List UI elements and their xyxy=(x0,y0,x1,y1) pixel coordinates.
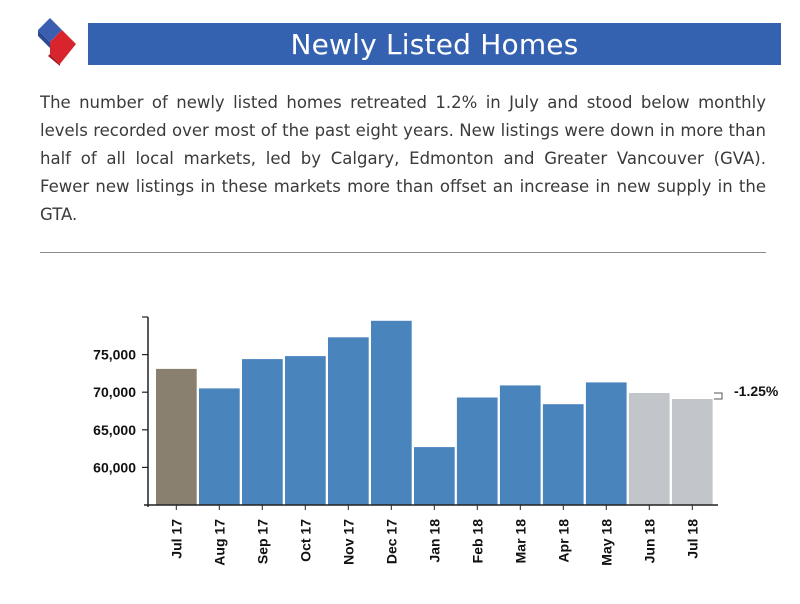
bars-group xyxy=(156,320,713,505)
bar-mar-18 xyxy=(499,385,541,505)
change-bracket xyxy=(714,392,723,400)
new-listings-bar-chart: 60,000 65,000 70,000 75,000 Jul 17 Aug 17 Sep… xyxy=(93,316,779,566)
change-annotation-group: -1.25% xyxy=(714,383,779,400)
bar-oct-17 xyxy=(285,356,326,505)
x-tick-label: Jul 18 xyxy=(684,519,700,559)
section-divider xyxy=(40,252,766,253)
title-banner: Newly Listed Homes xyxy=(88,23,781,65)
x-tick-label: Mar 18 xyxy=(512,519,528,564)
bar-aug-17 xyxy=(199,388,240,505)
x-tick-label: Oct 17 xyxy=(297,519,313,562)
bar-dec-17 xyxy=(371,320,412,505)
bar-jul-17 xyxy=(156,368,197,505)
x-tick-label: May 18 xyxy=(598,519,614,566)
bar-sep-17 xyxy=(242,359,283,505)
x-tick-label: Apr 18 xyxy=(555,519,571,563)
x-tick-label: Nov 17 xyxy=(340,519,356,565)
x-tick-label: Jan 18 xyxy=(426,519,442,563)
y-ticks-group: 60,000 65,000 70,000 75,000 xyxy=(93,316,148,475)
bar-nov-17 xyxy=(328,337,369,505)
bar-may-18 xyxy=(585,382,627,505)
bar-jun-18 xyxy=(628,393,670,505)
y-tick-label: 70,000 xyxy=(93,384,136,400)
change-annotation-label: -1.25% xyxy=(734,383,779,399)
x-tick-label: Sep 17 xyxy=(254,519,270,564)
diamond-logo-icon xyxy=(38,18,76,66)
bar-feb-18 xyxy=(456,397,498,505)
bar-jul-18 xyxy=(671,399,713,505)
bar-jan-18 xyxy=(414,447,455,505)
y-tick-label: 75,000 xyxy=(93,347,136,363)
y-tick-label: 60,000 xyxy=(93,459,136,475)
x-tick-label: Dec 17 xyxy=(383,519,399,564)
x-tick-label: Aug 17 xyxy=(211,519,227,566)
x-tick-label: Feb 18 xyxy=(469,519,485,564)
bar-apr-18 xyxy=(542,404,584,505)
y-tick-label: 65,000 xyxy=(93,422,136,438)
x-tick-label: Jul 17 xyxy=(168,519,184,559)
description-paragraph: The number of newly listed homes retreat… xyxy=(40,93,766,224)
x-tick-label: Jun 18 xyxy=(641,519,657,564)
x-labels-group: Jul 17 Aug 17 Sep 17 Oct 17 Nov 17 Dec 17 Jan … xyxy=(168,505,700,566)
page-title: Newly Listed Homes xyxy=(290,27,579,61)
